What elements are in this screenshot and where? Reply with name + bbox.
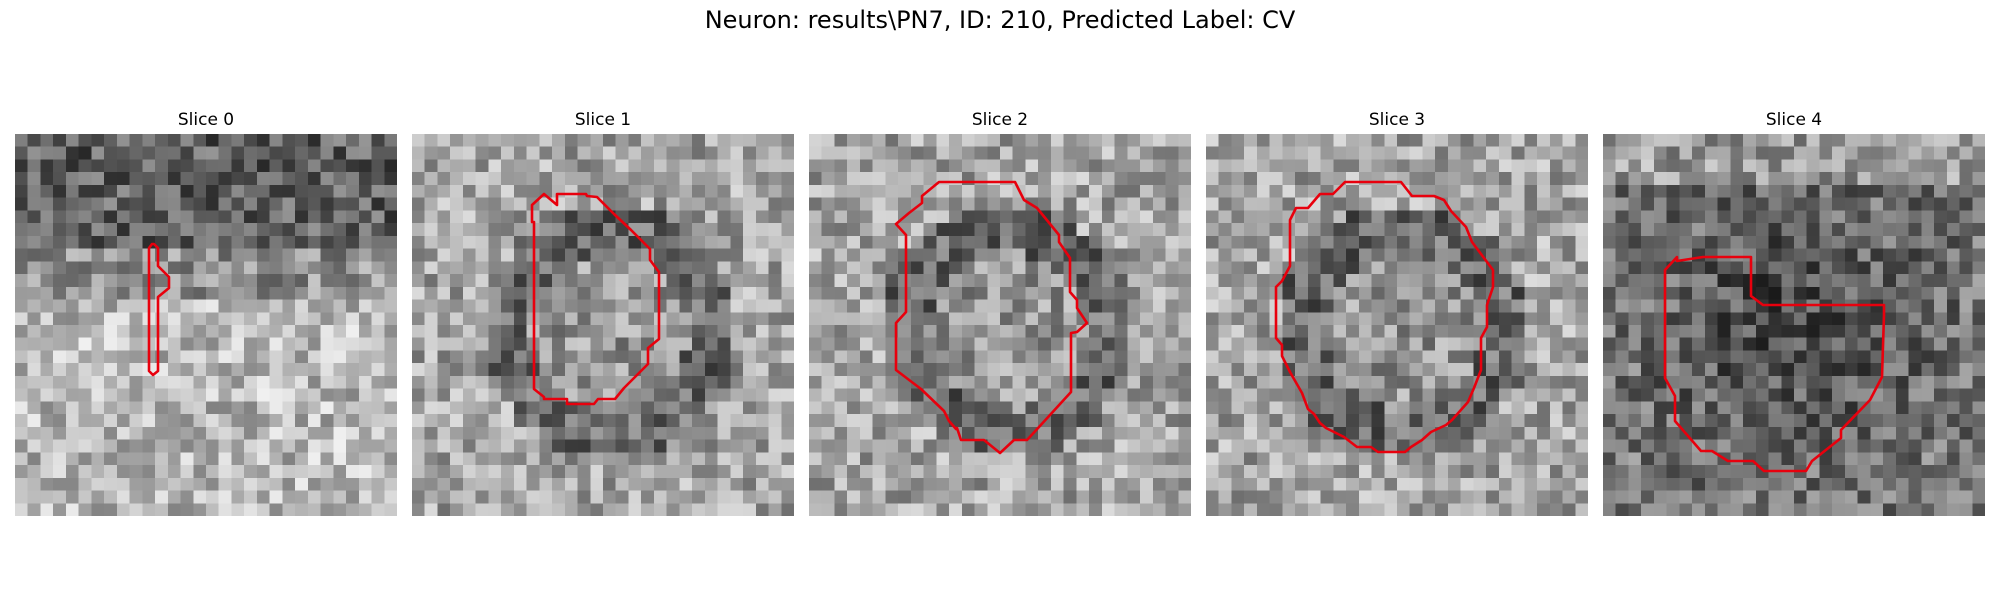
slice-title: Slice 1 bbox=[574, 110, 632, 130]
slice-image bbox=[809, 134, 1191, 516]
contour-outline bbox=[1663, 255, 1886, 473]
figure-title: Neuron: results\PN7, ID: 210, Predicted … bbox=[704, 6, 1296, 34]
slice-image bbox=[1206, 134, 1588, 516]
slice-image bbox=[1603, 134, 1985, 516]
slice-title: Slice 0 bbox=[177, 110, 235, 130]
grayscale-patch bbox=[15, 134, 397, 516]
contour-outline bbox=[530, 192, 661, 406]
segmentation-contour bbox=[530, 192, 661, 406]
slice-title: Slice 3 bbox=[1368, 110, 1426, 130]
segmentation-contour bbox=[1663, 255, 1886, 473]
segmentation-contour bbox=[147, 242, 171, 377]
segmentation-contour bbox=[1274, 180, 1495, 454]
slice-panel-0: Slice 0 bbox=[15, 108, 397, 520]
contour-outline bbox=[147, 242, 171, 377]
contour-outline bbox=[894, 180, 1089, 455]
grayscale-patch bbox=[1603, 134, 1985, 516]
slice-image bbox=[15, 134, 397, 516]
segmentation-contour bbox=[894, 180, 1089, 455]
slice-panel-1: Slice 1 bbox=[412, 108, 794, 520]
slice-title: Slice 2 bbox=[971, 110, 1029, 130]
slice-image bbox=[412, 134, 794, 516]
slice-panel-2: Slice 2 bbox=[809, 108, 1191, 520]
slice-title: Slice 4 bbox=[1765, 110, 1823, 130]
grayscale-patch bbox=[412, 134, 794, 516]
slice-panel-4: Slice 4 bbox=[1603, 108, 1985, 520]
slice-panel-3: Slice 3 bbox=[1206, 108, 1588, 520]
contour-outline bbox=[1274, 180, 1495, 454]
